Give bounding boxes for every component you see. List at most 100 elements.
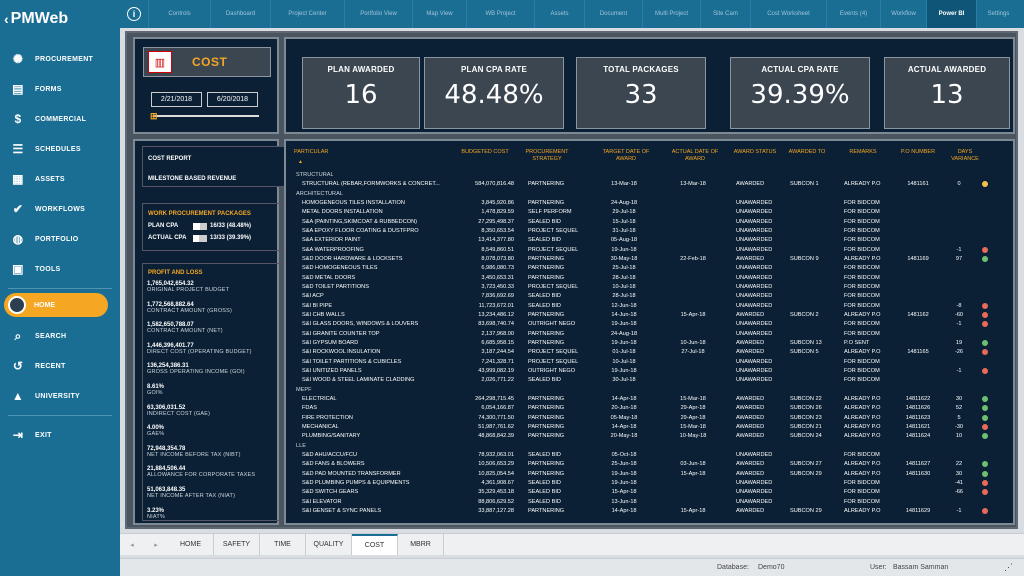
table-row[interactable]: ELECTRICAL 264,298,715.45 PARTNERING 14-Apr…	[292, 395, 988, 404]
bottom-tab-mbrr[interactable]: MBRR	[398, 534, 444, 555]
logo[interactable]: ‹ PMWeb	[0, 0, 120, 38]
table-row[interactable]: S&I GYPSUM BOARD 6,685,958.15 PARTNERING 19…	[292, 339, 988, 348]
table-section-row[interactable]: MEPF	[292, 386, 892, 395]
date-to-field[interactable]: 6/20/2018	[207, 92, 258, 107]
tab-document[interactable]: Document	[584, 0, 642, 28]
column-header[interactable]: AWARD STATUS	[733, 149, 777, 155]
tab-scroll-right-icon[interactable]: ▸	[154, 541, 158, 549]
table-row[interactable]: S&A EXTERIOR PAINT 13,414,377.80 SEALED BI…	[292, 236, 892, 245]
resize-grip-icon[interactable]: ⋰	[1004, 562, 1013, 572]
sidebar-item-portfolio[interactable]: ◍ PORTFOLIO	[0, 224, 120, 254]
tab-project-center[interactable]: Project Center	[270, 0, 344, 28]
info-button[interactable]: i	[120, 0, 148, 28]
table-row[interactable]: S&D AHU/ACCU/FCU 78,932,063.01 SEALED BID 0…	[292, 451, 892, 460]
table-row[interactable]: S&I BI PIPE 11,723,672.01 SEALED BID 12-Jun…	[292, 302, 988, 311]
table-header: PARTICULAR BUDGETED COST PROCUREMENT STRAT…	[292, 145, 979, 169]
cell-b: 88,806,629.52	[478, 498, 514, 505]
table-row[interactable]: S&I CHB WALLS 13,234,486.12 PARTNERING 14-J…	[292, 311, 988, 320]
table-row[interactable]: S&D HOMOGENEOUS TILES 6,986,080.73 PARTNER…	[292, 264, 892, 273]
table-row[interactable]: S&I GLASS DOORS, WINDOWS & LOUVERS 83,698…	[292, 320, 988, 329]
table-row[interactable]: S&A (PAINTING,SKIMCOAT & RUBBEDCON) 27,29…	[292, 218, 892, 227]
table-row[interactable]: S&D FANS & BLOWERS 10,506,653.29 PARTNERIN…	[292, 460, 988, 469]
bottom-tab-safety[interactable]: SAFETY	[214, 534, 260, 555]
table-row[interactable]: S&A WATERPROOFING 8,549,860.51 PROJECT SEQ…	[292, 246, 988, 255]
slider-handle[interactable]: ⊞	[150, 111, 158, 121]
bottom-tab-cost[interactable]: COST	[352, 534, 398, 555]
tab-wb-project[interactable]: WB Project	[466, 0, 534, 28]
sidebar-item-home[interactable]: HOME	[4, 293, 108, 317]
table-row[interactable]: S&D DOOR HARDWARE & LOCKSETS 8,078,073.80…	[292, 255, 988, 264]
table-row[interactable]: S&D PLUMBING PUMPS & EQUIPMENTS 4,361,908…	[292, 479, 988, 488]
bottom-tab-home[interactable]: HOME	[168, 534, 214, 555]
tab-controls[interactable]: Controls	[148, 0, 210, 28]
cell-d: -66	[954, 489, 964, 496]
table-row[interactable]: S&I TOILET PARTITIONS & CUBICLES 7,241,32…	[292, 358, 892, 367]
column-header[interactable]: AWARDED TO	[788, 149, 826, 155]
sidebar-item-forms[interactable]: ▤ FORMS	[0, 74, 120, 104]
tab-scroll-left-icon[interactable]: ◂	[130, 541, 134, 549]
sidebar-item-tools[interactable]: ▣ TOOLS	[0, 254, 120, 284]
back-icon[interactable]: ‹	[4, 11, 9, 27]
column-header[interactable]: TARGET DATE OF AWARD	[602, 149, 650, 162]
milestone-revenue-link[interactable]: MILESTONE BASED REVENUE	[148, 176, 237, 182]
table-row[interactable]: METAL DOORS INSTALLATION 1,478,829.59 SELF…	[292, 208, 892, 217]
column-header[interactable]: DAYS VARIANCE	[951, 149, 979, 162]
table-row[interactable]: S&I ACP 7,836,692.69 SEALED BID 28-Jul-18 UN…	[292, 292, 892, 301]
column-header[interactable]: PROCUREMENT STRATEGY	[525, 149, 569, 162]
tab-site-cam[interactable]: Site Cam	[700, 0, 750, 28]
tab-power-bi[interactable]: Power BI	[926, 0, 976, 28]
column-header[interactable]: P.O NUMBER	[900, 149, 936, 155]
date-range-slider[interactable]: ⊞	[150, 111, 259, 121]
bottom-tab-time[interactable]: TIME	[260, 534, 306, 555]
table-row[interactable]: S&D SWITCH GEARS 35,329,453.18 SEALED BID 1…	[292, 488, 988, 497]
table-row[interactable]: S&A EPOXY FLOOR COATING & DUSTFPRO 8,350,…	[292, 227, 892, 236]
tab-assets[interactable]: Assets	[534, 0, 584, 28]
tab-workflow[interactable]: Workflow	[880, 0, 926, 28]
tab-settings[interactable]: Settings	[976, 0, 1020, 28]
table-row[interactable]: S&D TOILET PARTITIONS 3,723,450.33 PROJECT…	[292, 283, 892, 292]
sidebar-item-commercial[interactable]: $ COMMERCIAL	[0, 104, 120, 134]
tab-events-4[interactable]: Events (4)	[826, 0, 880, 28]
cell-st: PARTNERING	[528, 405, 565, 412]
sidebar-item-schedules[interactable]: ☰ SCHEDULES	[0, 134, 120, 164]
tab-map-view[interactable]: Map View	[412, 0, 466, 28]
table-section-row[interactable]: LLE	[292, 442, 892, 451]
cell-b: 3,450,653.31	[481, 274, 514, 281]
tab-multi-project[interactable]: Multi Project	[642, 0, 700, 28]
tab-dashboard[interactable]: Dashboard	[210, 0, 270, 28]
table-row[interactable]: HOMOGENEOUS TILES INSTALLATION 3,845,920.…	[292, 199, 892, 208]
column-header[interactable]: PARTICULAR	[294, 149, 329, 155]
table-row[interactable]: FDAS 6,054,166.87 PARTNERING 20-Jun-18 29-Ap…	[292, 404, 988, 413]
table-row[interactable]: MECHANICAL 51,987,761.62 PARTNERING 14-Apr-…	[292, 423, 988, 432]
table-row[interactable]: S&D METAL DOORS 3,450,653.31 PARTNERING 28-…	[292, 274, 892, 283]
tab-cost-worksheet[interactable]: Cost Worksheet	[750, 0, 826, 28]
table-row[interactable]: STRUCTURAL (REBAR,FORMWORKS & CONCRET...…	[292, 180, 988, 189]
pl-item: 21,884,506.44 ALLOWANCE FOR CORPORATE TAX…	[143, 466, 284, 487]
date-from-field[interactable]: 2/21/2018	[151, 92, 202, 107]
sidebar-item-assets[interactable]: ▦ ASSETS	[0, 164, 120, 194]
table-row[interactable]: S&I GRANITE COUNTER TOP 2,137,968.00 PARTN…	[292, 330, 892, 339]
sort-ascending-icon[interactable]: ▲	[298, 159, 303, 165]
table-section-row[interactable]: STRUCTURAL	[292, 171, 892, 180]
table-row[interactable]: S&D PAD MOUNTED TRANSFORMER 10,825,054.54…	[292, 470, 988, 479]
column-header[interactable]: BUDGETED COST	[461, 149, 509, 155]
table-row[interactable]: PLUMBING/SANITARY 48,868,842.39 PARTNERING…	[292, 432, 988, 441]
bottom-tab-quality[interactable]: QUALITY	[306, 534, 352, 555]
sidebar-item-university[interactable]: ▲ UNIVERSITY	[0, 381, 120, 411]
tab-portfolio-view[interactable]: Portfolio View	[344, 0, 412, 28]
table-row[interactable]: S&I UNITIZED PANELS 43,999,082.19 OUTRIGHT…	[292, 367, 988, 376]
table-row[interactable]: S&I GENSET & SYNC PANELS 33,887,127.28 PAR…	[292, 507, 988, 516]
cost-report-link[interactable]: COST REPORT	[148, 156, 192, 162]
sidebar-item-recent[interactable]: ↺ RECENT	[0, 351, 120, 381]
column-header[interactable]: REMARKS	[849, 149, 877, 155]
sidebar-item-exit[interactable]: ⇥ EXIT	[0, 420, 120, 450]
sidebar-item-search[interactable]: ⌕ SEARCH	[0, 321, 120, 351]
table-row[interactable]: S&I ELEVATOR 88,806,629.52 SEALED BID 13-Ju…	[292, 498, 892, 507]
table-row[interactable]: FIRE PROTECTION 74,300,771.50 PARTNERING 05…	[292, 414, 988, 423]
table-section-row[interactable]: ARCHITECTURAL	[292, 190, 892, 199]
table-row[interactable]: S&I WOOD & STEEL LAMINATE CLADDING 2,026,…	[292, 376, 892, 385]
sidebar-item-workflows[interactable]: ✔ WORKFLOWS	[0, 194, 120, 224]
table-row[interactable]: S&I ROCKWOOL INSULATION 3,187,244.54 PROJE…	[292, 348, 988, 357]
column-header[interactable]: ACTUAL DATE OF AWARD	[671, 149, 719, 162]
sidebar-item-procurement[interactable]: ✺ PROCUREMENT	[0, 44, 120, 74]
